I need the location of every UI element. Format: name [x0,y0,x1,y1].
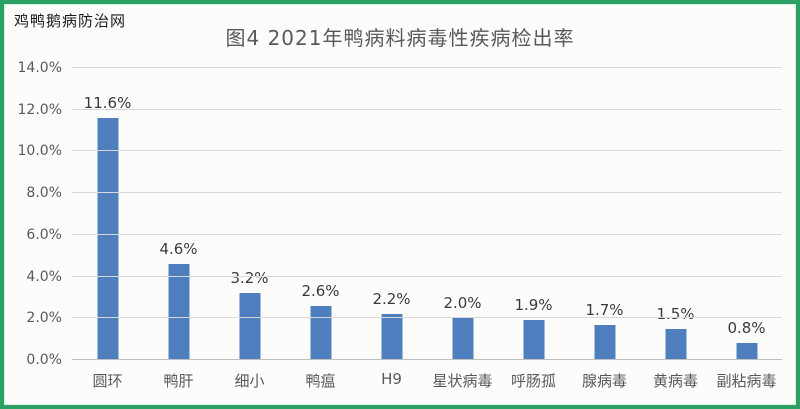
gridline [72,108,782,110]
gridline [72,192,782,194]
y-axis: 0.0% 2.0% 4.0% 6.0% 8.0% 10.0% 12.0% 14.0% [4,60,62,368]
bar [665,328,686,360]
bar-value-label: 2.6% [301,281,340,300]
x-axis-category-label: 鸭瘟 [305,372,336,390]
gridline [72,233,782,235]
bar [168,264,189,360]
bars-row: 11.6% 圆环 4.6% 鸭肝 3.2% 细小 2.6% 鸭瘟 2.2% H9 2.0% 星状病毒 1… [72,68,782,390]
bar-slot: 2.0% 星状病毒 [427,68,498,390]
x-axis-category-label: 腺病毒 [581,372,628,390]
bar [381,314,402,360]
bar [239,293,260,360]
x-axis-category-label: 副粘病毒 [716,372,777,390]
bar-slot: 2.6% 鸭瘟 [285,68,356,390]
y-axis-tick-label: 4.0% [26,268,62,285]
y-axis-tick-label: 0.0% [26,352,62,368]
bar-value-label: 11.6% [83,94,132,113]
bar-value-label: 4.6% [159,240,198,259]
y-axis-tick-label: 12.0% [17,101,62,118]
bar-slot: 4.6% 鸭肝 [143,68,214,390]
x-axis-category-label: 鸭肝 [163,372,194,390]
gridline [72,359,782,360]
x-axis-category-label: 星状病毒 [432,372,493,390]
bar-slot: 2.2% H9 [356,68,427,388]
bar-slot: 1.7% 腺病毒 [569,68,640,390]
y-axis-tick-label: 6.0% [26,226,62,243]
watermark-text: 鸡鸭鹅病防治网 [14,12,127,30]
bar-value-label: 2.2% [372,290,411,309]
gridline [72,150,782,152]
x-axis-category-label: 呼肠孤 [510,372,557,390]
bar [523,320,544,360]
bar-value-label: 1.5% [656,304,695,323]
bar-slot: 11.6% 圆环 [72,68,143,390]
bar-value-label: 0.8% [727,319,766,338]
bar-slot: 1.5% 黄病毒 [640,68,711,390]
gridline [72,275,782,277]
bar-value-label: 3.2% [230,269,269,288]
bar-slot: 0.8% 副粘病毒 [711,68,782,390]
y-axis-tick-label: 10.0% [17,143,62,160]
y-axis-tick-label: 8.0% [26,185,62,202]
gridline [72,317,782,319]
bar [452,318,473,360]
bar-slot: 3.2% 细小 [214,68,285,390]
bar [736,343,757,360]
bar [97,118,118,360]
bar-slot: 1.9% 呼肠孤 [498,68,569,390]
plot-area: 11.6% 圆环 4.6% 鸭肝 3.2% 细小 2.6% 鸭瘟 2.2% H9 2.0% 星状病毒 1… [72,67,782,390]
y-axis-tick-label: 2.0% [26,310,62,327]
bar [310,305,331,360]
gridline [72,67,782,68]
bar-value-label: 1.9% [514,296,553,315]
x-axis-category-label: 黄病毒 [652,372,699,390]
x-axis-category-label: H9 [381,370,402,388]
x-axis-category-label: 细小 [234,372,265,390]
bar-value-label: 1.7% [585,300,624,319]
bar [594,324,615,360]
chart-title: 图4 2021年鸭病料病毒性疾病检出率 [225,26,575,50]
bar-value-label: 2.0% [443,294,482,313]
x-axis-category-label: 圆环 [92,372,123,390]
y-axis-tick-label: 14.0% [17,60,62,76]
